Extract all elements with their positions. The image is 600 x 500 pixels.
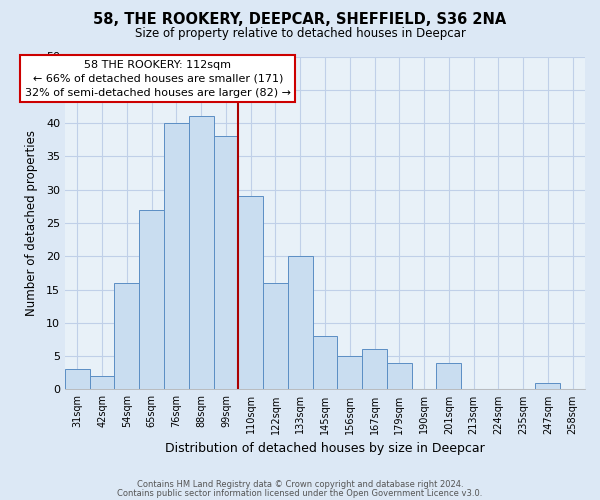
Bar (535, 383, 560, 390)
Bar (189, 116, 214, 390)
Bar (139, 210, 164, 390)
Text: 58 THE ROOKERY: 112sqm
← 66% of detached houses are smaller (171)
32% of semi-de: 58 THE ROOKERY: 112sqm ← 66% of detached… (25, 60, 291, 98)
Bar (90, 376, 115, 390)
Bar (214, 136, 238, 390)
Text: Contains public sector information licensed under the Open Government Licence v3: Contains public sector information licen… (118, 488, 482, 498)
Bar (263, 283, 288, 390)
Bar (288, 256, 313, 390)
Bar (313, 336, 337, 390)
X-axis label: Distribution of detached houses by size in Deepcar: Distribution of detached houses by size … (165, 442, 485, 455)
Bar (387, 363, 412, 390)
Bar (337, 356, 362, 390)
Bar (65, 370, 90, 390)
Text: 58, THE ROOKERY, DEEPCAR, SHEFFIELD, S36 2NA: 58, THE ROOKERY, DEEPCAR, SHEFFIELD, S36… (94, 12, 506, 28)
Y-axis label: Number of detached properties: Number of detached properties (25, 130, 38, 316)
Bar (115, 283, 139, 390)
Text: Contains HM Land Registry data © Crown copyright and database right 2024.: Contains HM Land Registry data © Crown c… (137, 480, 463, 489)
Bar (238, 196, 263, 390)
Bar (436, 363, 461, 390)
Text: Size of property relative to detached houses in Deepcar: Size of property relative to detached ho… (134, 28, 466, 40)
Bar (362, 350, 387, 390)
Bar (164, 123, 189, 390)
